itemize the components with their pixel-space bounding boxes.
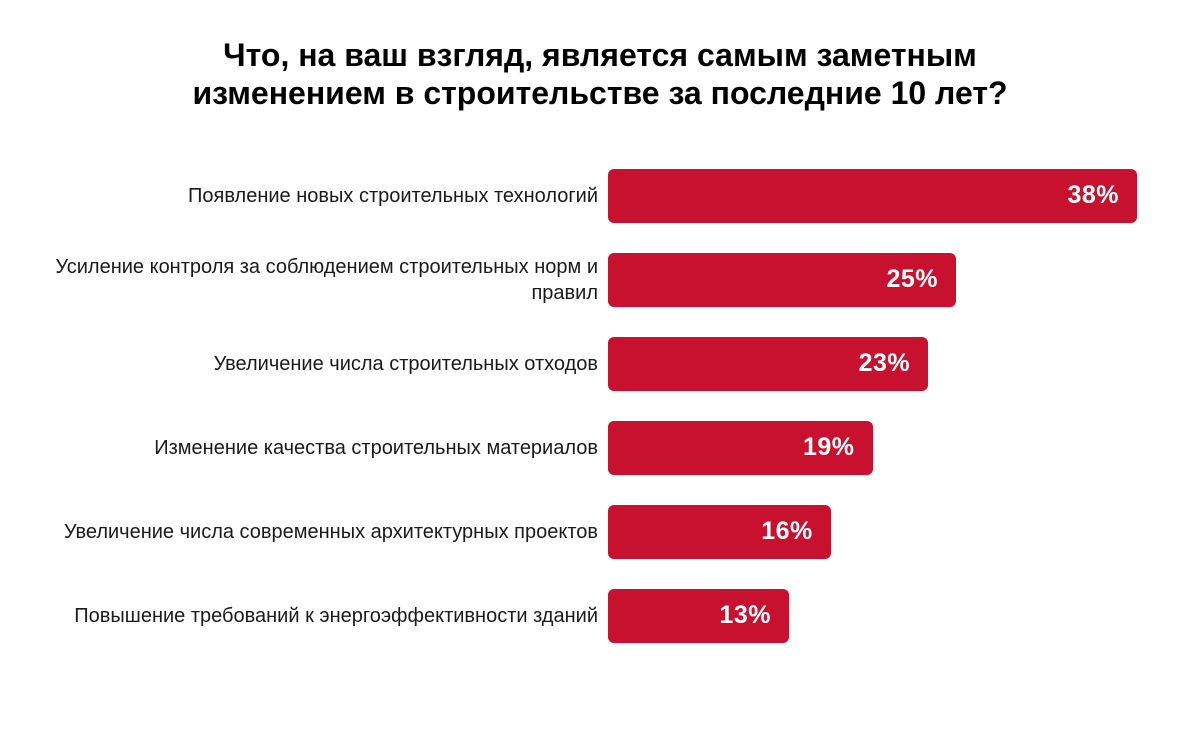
bar-track: 38% <box>608 168 1137 223</box>
value-label: 13% <box>719 601 771 630</box>
bar: 16% <box>608 504 831 559</box>
value-label: 25% <box>886 265 939 294</box>
category-label: Увеличение числа современных архитектурн… <box>63 520 598 543</box>
category-label: Изменение качества строительных материал… <box>154 436 598 459</box>
bar: 23% <box>608 336 929 391</box>
bar-track: 13% <box>608 588 1137 643</box>
bar: 38% <box>608 168 1137 223</box>
bar: 25% <box>608 252 957 307</box>
chart-title-line-1: Что, на ваш взгляд, является самым замет… <box>223 37 977 73</box>
category-label: Появление новых строительных технологий <box>188 184 598 207</box>
chart-row: Увеличение числа строительных отходов 23… <box>0 336 1137 391</box>
category-label: Усиление контроля за соблюдением строите… <box>55 255 598 304</box>
category-label: Повышение требований к энергоэффективнос… <box>74 604 598 627</box>
bar: 13% <box>608 588 789 643</box>
chart-row: Изменение качества строительных материал… <box>0 420 1137 475</box>
chart-title: Что, на ваш взгляд, является самым замет… <box>0 36 1200 113</box>
chart-row: Усиление контроля за соблюдением строите… <box>0 252 1137 307</box>
bar: 19% <box>608 420 873 475</box>
value-label: 16% <box>761 517 813 546</box>
value-label: 19% <box>802 433 855 462</box>
chart-row: Увеличение числа современных архитектурн… <box>0 504 1137 559</box>
bar-track: 23% <box>608 336 1137 391</box>
bar-track: 16% <box>608 504 1137 559</box>
value-label: 23% <box>858 349 911 378</box>
value-label: 38% <box>1067 181 1119 210</box>
category-label: Увеличение числа строительных отходов <box>213 352 598 375</box>
bar-chart: Появление новых строительных технологий … <box>0 168 1200 643</box>
chart-title-line-2: изменением в строительстве за последние … <box>192 75 1008 112</box>
bar-track: 25% <box>608 252 1137 307</box>
chart-row: Появление новых строительных технологий … <box>0 168 1137 223</box>
chart-row: Повышение требований к энергоэффективнос… <box>0 588 1137 643</box>
bar-track: 19% <box>608 420 1137 475</box>
